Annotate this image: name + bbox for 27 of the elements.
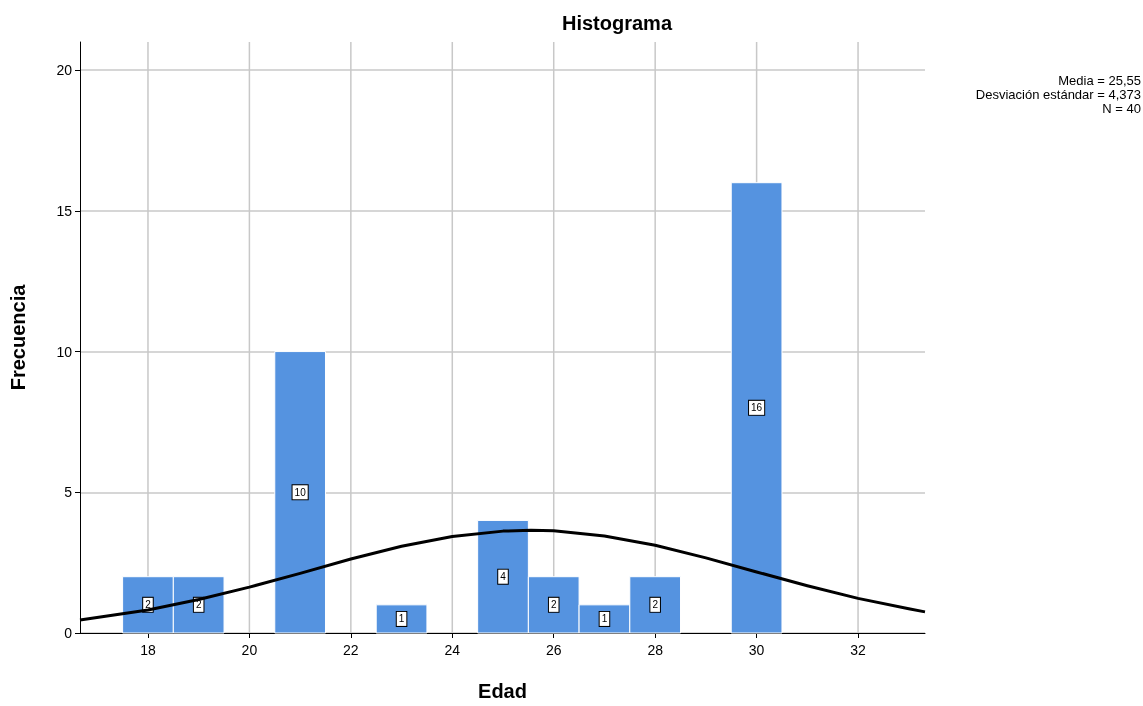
y-axis-title: Frecuencia — [7, 283, 29, 391]
text: N = 40 — [1102, 101, 1142, 116]
text: Media = 25,55 — [1058, 73, 1142, 88]
x-axis-title: Edad — [478, 680, 527, 702]
y-tick-label: 20 — [56, 62, 73, 79]
text: Desviación estándar = 4,373 — [975, 87, 1142, 102]
x-tick-label: 30 — [748, 642, 765, 658]
y-tick-label: 0 — [64, 625, 73, 641]
x-tick-label: 22 — [343, 642, 359, 658]
y-tick-label: 10 — [56, 343, 73, 360]
data-label: 16 — [751, 402, 763, 414]
data-label: 10 — [294, 486, 307, 498]
chart-title: Histograma — [561, 12, 673, 34]
data-label: 4 — [500, 571, 507, 583]
x-tick-label: 26 — [545, 642, 562, 658]
data-label: 1 — [398, 613, 405, 625]
x-tick-label: 24 — [444, 642, 461, 658]
y-tick-label: 15 — [56, 202, 73, 219]
y-tick-label: 5 — [64, 484, 73, 501]
x-tick-label: 28 — [647, 642, 664, 658]
data-label: 1 — [601, 613, 608, 625]
data-label: 2 — [145, 599, 152, 611]
data-label: 2 — [550, 599, 557, 611]
data-label: 2 — [652, 599, 659, 611]
x-tick-label: 18 — [140, 642, 156, 658]
x-tick-label: 20 — [241, 642, 258, 658]
x-tick-label: 32 — [850, 642, 867, 658]
